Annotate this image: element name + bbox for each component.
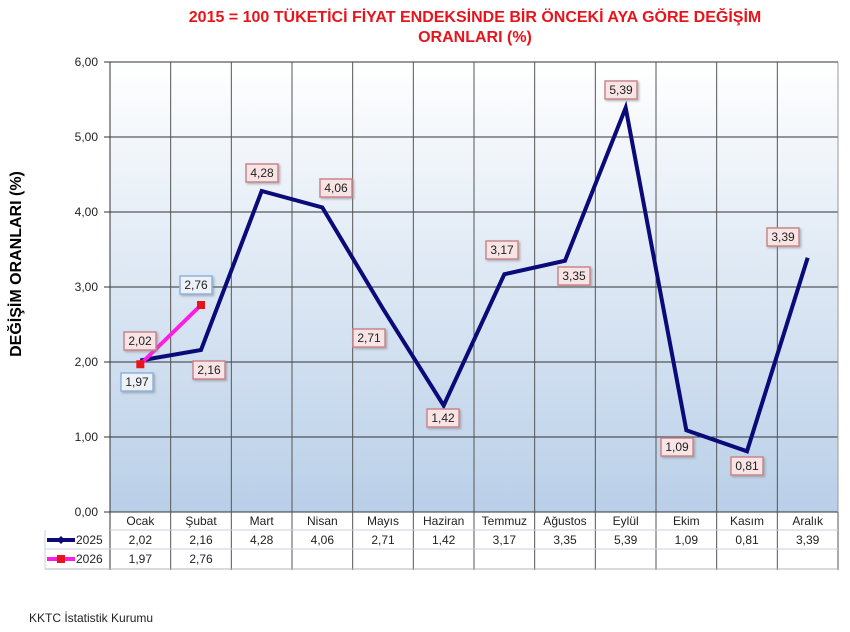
data-label-2025 [730, 456, 764, 476]
legend-2025: 2025 [76, 533, 103, 547]
table-cell: 3,35 [553, 533, 577, 547]
y-tick-label: 1,00 [75, 430, 99, 444]
table-cell: 2,02 [129, 533, 153, 547]
x-category-label: Ağustos [543, 514, 586, 528]
data-label-2025 [352, 328, 386, 348]
series-line-2025 [139, 100, 810, 454]
y-tick-label: 5,00 [75, 130, 99, 144]
x-category-label: Şubat [185, 514, 217, 528]
data-label-2025 [557, 266, 591, 286]
table-cell: 5,39 [614, 533, 638, 547]
data-label-2025-text: 2,71 [357, 331, 381, 345]
x-category-label: Nisan [307, 514, 338, 528]
data-table: Ocak Şubat Mart Nisan Mayıs Haziran Temmuz Ağus… [44, 514, 838, 570]
x-category-label: Haziran [423, 514, 464, 528]
table-cell: 3,17 [493, 533, 517, 547]
data-label-2025-text: 1,09 [665, 440, 689, 454]
x-category-label: Aralık [792, 514, 824, 528]
y-tick-label: 4,00 [75, 205, 99, 219]
y-tick-label: 0,00 [75, 505, 99, 519]
data-labels: 2,02 2,16 4,28 4,06 2,71 1,42 3,17 3,35 5,39 1,09… [120, 80, 800, 476]
data-label-2025-text: 3,35 [562, 269, 586, 283]
data-label-2025-text: 3,17 [490, 243, 514, 257]
y-tick-label: 6,00 [75, 55, 99, 69]
legend-2026: 2026 [76, 552, 103, 566]
y-axis-ticks: 0,00 1,00 2,00 3,00 4,00 5,00 6,00 [75, 55, 110, 519]
data-label-2025 [123, 331, 157, 351]
data-label-2025-text: 5,39 [609, 83, 633, 97]
table-cell: 3,39 [796, 533, 820, 547]
data-label-2025-text: 0,81 [735, 459, 759, 473]
chart-title: 2015 = 100 TÜKETİCİ FİYAT ENDEKSİNDE BİR… [100, 8, 850, 48]
grid-lines [109, 61, 839, 570]
data-label-2026 [179, 275, 213, 295]
y-tick-label: 2,00 [75, 355, 99, 369]
data-label-2025-text: 2,02 [128, 334, 152, 348]
series-line-2026 [138, 303, 203, 366]
source-credit: KKTC İstatistik Kurumu [29, 611, 154, 625]
data-label-2025 [660, 437, 694, 457]
x-category-label: Mart [250, 514, 275, 528]
data-label-2025-text: 4,06 [324, 181, 348, 195]
data-label-2025 [485, 240, 519, 260]
table-cell: 1,42 [432, 533, 456, 547]
table-cell: 4,28 [250, 533, 274, 547]
data-label-2025 [426, 408, 460, 428]
table-cell: 0,81 [735, 533, 759, 547]
x-category-label: Kasım [730, 514, 764, 528]
data-label-2025-text: 1,42 [431, 411, 455, 425]
table-cell: 4,06 [311, 533, 335, 547]
data-label-2026-text: 1,97 [125, 375, 149, 389]
chart-title-line1: 2015 = 100 TÜKETİCİ FİYAT ENDEKSİNDE BİR… [188, 9, 762, 26]
data-label-2025-text: 2,16 [197, 363, 221, 377]
data-label-2026-text: 2,76 [184, 278, 208, 292]
data-label-2025 [245, 163, 279, 183]
x-category-label: Temmuz [482, 514, 527, 528]
data-label-2025 [192, 360, 226, 380]
x-category-label: Mayıs [367, 514, 399, 528]
table-cell: 1,09 [675, 533, 699, 547]
data-label-2025 [604, 80, 638, 100]
data-label-2025-text: 4,28 [250, 166, 274, 180]
series-lines [136, 100, 810, 454]
data-label-2025-text: 3,39 [771, 230, 795, 244]
x-category-label: Eylül [613, 514, 639, 528]
data-label-2026 [120, 372, 154, 392]
table-cell: 2,76 [189, 552, 213, 566]
table-cell: 2,16 [189, 533, 213, 547]
table-cell: 1,97 [129, 552, 153, 566]
chart-title-line2: ORANLARI (%) [418, 29, 532, 46]
x-category-label: Ekim [673, 514, 700, 528]
table-cell: 2,71 [371, 533, 395, 547]
y-tick-label: 3,00 [75, 280, 99, 294]
x-category-label: Ocak [126, 514, 155, 528]
data-label-2025 [766, 227, 800, 247]
data-label-2025 [319, 178, 353, 198]
